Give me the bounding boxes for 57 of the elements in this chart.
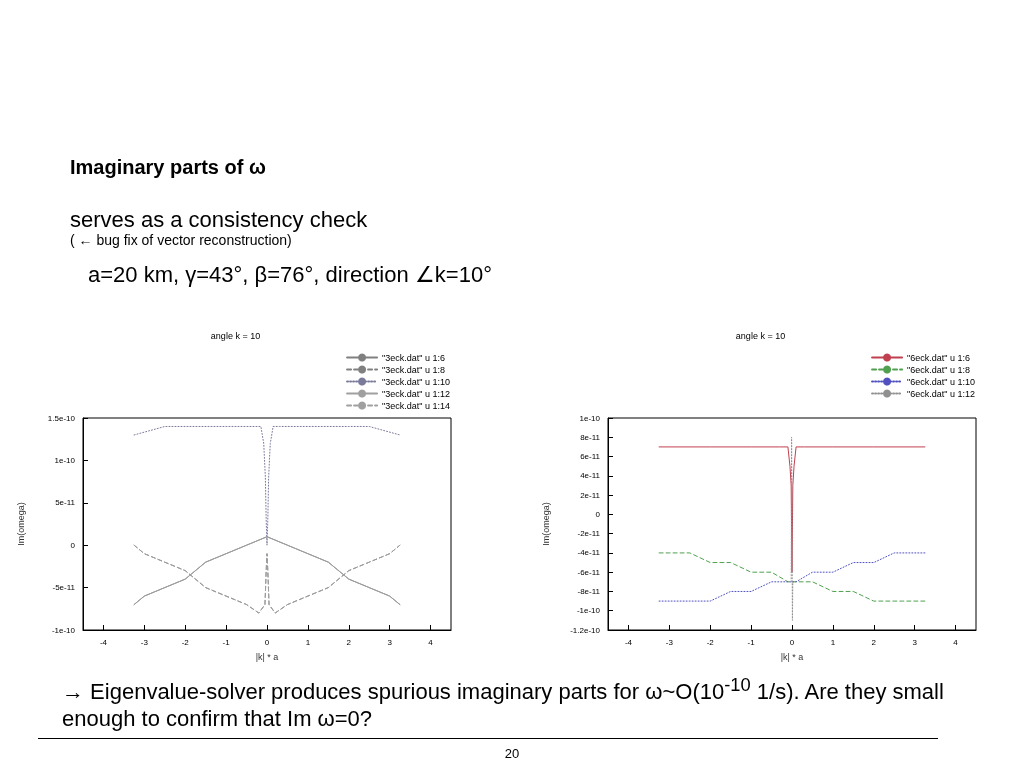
y-tick-label: -6e-11: [577, 567, 601, 577]
y-tick-label: -5e-11: [52, 583, 76, 593]
y-tick-label: -1e-10: [51, 625, 76, 635]
y-tick-label: 5e-11: [55, 498, 76, 508]
x-axis-title: |k| * a: [780, 651, 804, 662]
y-axis-title: Im(omega): [15, 502, 26, 546]
text: 20: [503, 746, 521, 761]
text: Imaginary parts of ω: [70, 156, 267, 179]
x-tick-label: 0: [264, 637, 270, 647]
x-axis-title: |k| * a: [255, 651, 279, 662]
y-tick-label: 0: [70, 540, 76, 550]
x-tick-label: -2: [706, 637, 715, 647]
text: serves as a consistency check: [70, 207, 369, 233]
y-tick-label: -2e-11: [577, 529, 601, 539]
x-tick-label: -3: [665, 637, 674, 647]
legend-label: "3eck.dat" u 1:8: [382, 364, 445, 375]
legend-label: "3eck.dat" u 1:10: [382, 376, 450, 387]
y-tick-label: 1e-10: [54, 455, 76, 465]
y-tick-label: 0: [595, 509, 601, 519]
y-tick-label: 8e-11: [580, 432, 601, 442]
text: ( ← bug fix of vector reconstruction): [70, 232, 293, 249]
x-tick-label: 3: [387, 637, 393, 647]
x-tick-label: -1: [222, 637, 231, 647]
y-tick-label: -4e-11: [577, 548, 601, 558]
chart-title: angle k = 10: [735, 330, 786, 341]
x-tick-label: -3: [140, 637, 149, 647]
y-tick-label: 1.5e-10: [47, 413, 76, 423]
y-tick-label: 2e-11: [580, 490, 601, 500]
legend-label: "6eck.dat" u 1:8: [907, 364, 970, 375]
y-tick-label: 6e-11: [580, 452, 601, 462]
legend-label: "3eck.dat" u 1:12: [382, 388, 450, 399]
x-tick-label: 2: [346, 637, 352, 647]
legend-label: "6eck.dat" u 1:6: [907, 352, 970, 363]
legend-label: "6eck.dat" u 1:12: [907, 388, 975, 399]
chart-title: angle k = 10: [210, 330, 261, 341]
x-tick-label: 3: [912, 637, 918, 647]
y-tick-label: -1e-10: [576, 606, 601, 616]
x-tick-label: 0: [789, 637, 795, 647]
legend-label: "3eck.dat" u 1:14: [382, 400, 450, 411]
x-tick-label: 1: [830, 637, 836, 647]
y-axis-title: Im(omega): [540, 502, 551, 546]
x-tick-label: -4: [624, 637, 633, 647]
x-tick-label: 4: [953, 637, 959, 647]
y-tick-label: 1e-10: [579, 413, 601, 423]
x-tick-label: 4: [428, 637, 434, 647]
legend-label: "6eck.dat" u 1:10: [907, 376, 975, 387]
legend-label: "3eck.dat" u 1:6: [382, 352, 445, 363]
x-tick-label: -1: [747, 637, 756, 647]
x-tick-label: 1: [305, 637, 311, 647]
y-tick-label: 4e-11: [580, 471, 601, 481]
y-tick-label: -1.2e-10: [570, 625, 601, 635]
x-tick-label: -4: [99, 637, 108, 647]
x-tick-label: 2: [871, 637, 877, 647]
text: a=20 km, γ=43°, β=76°, direction ∠k=10°: [88, 262, 492, 288]
x-tick-label: -2: [181, 637, 190, 647]
y-tick-label: -8e-11: [577, 586, 601, 596]
text: → Eigenvalue-solver produces spurious imaginary parts for ω~O(10$^{-10}$ 1/s). Are they small enough to confirm that Im ω=0?: [62, 674, 944, 731]
